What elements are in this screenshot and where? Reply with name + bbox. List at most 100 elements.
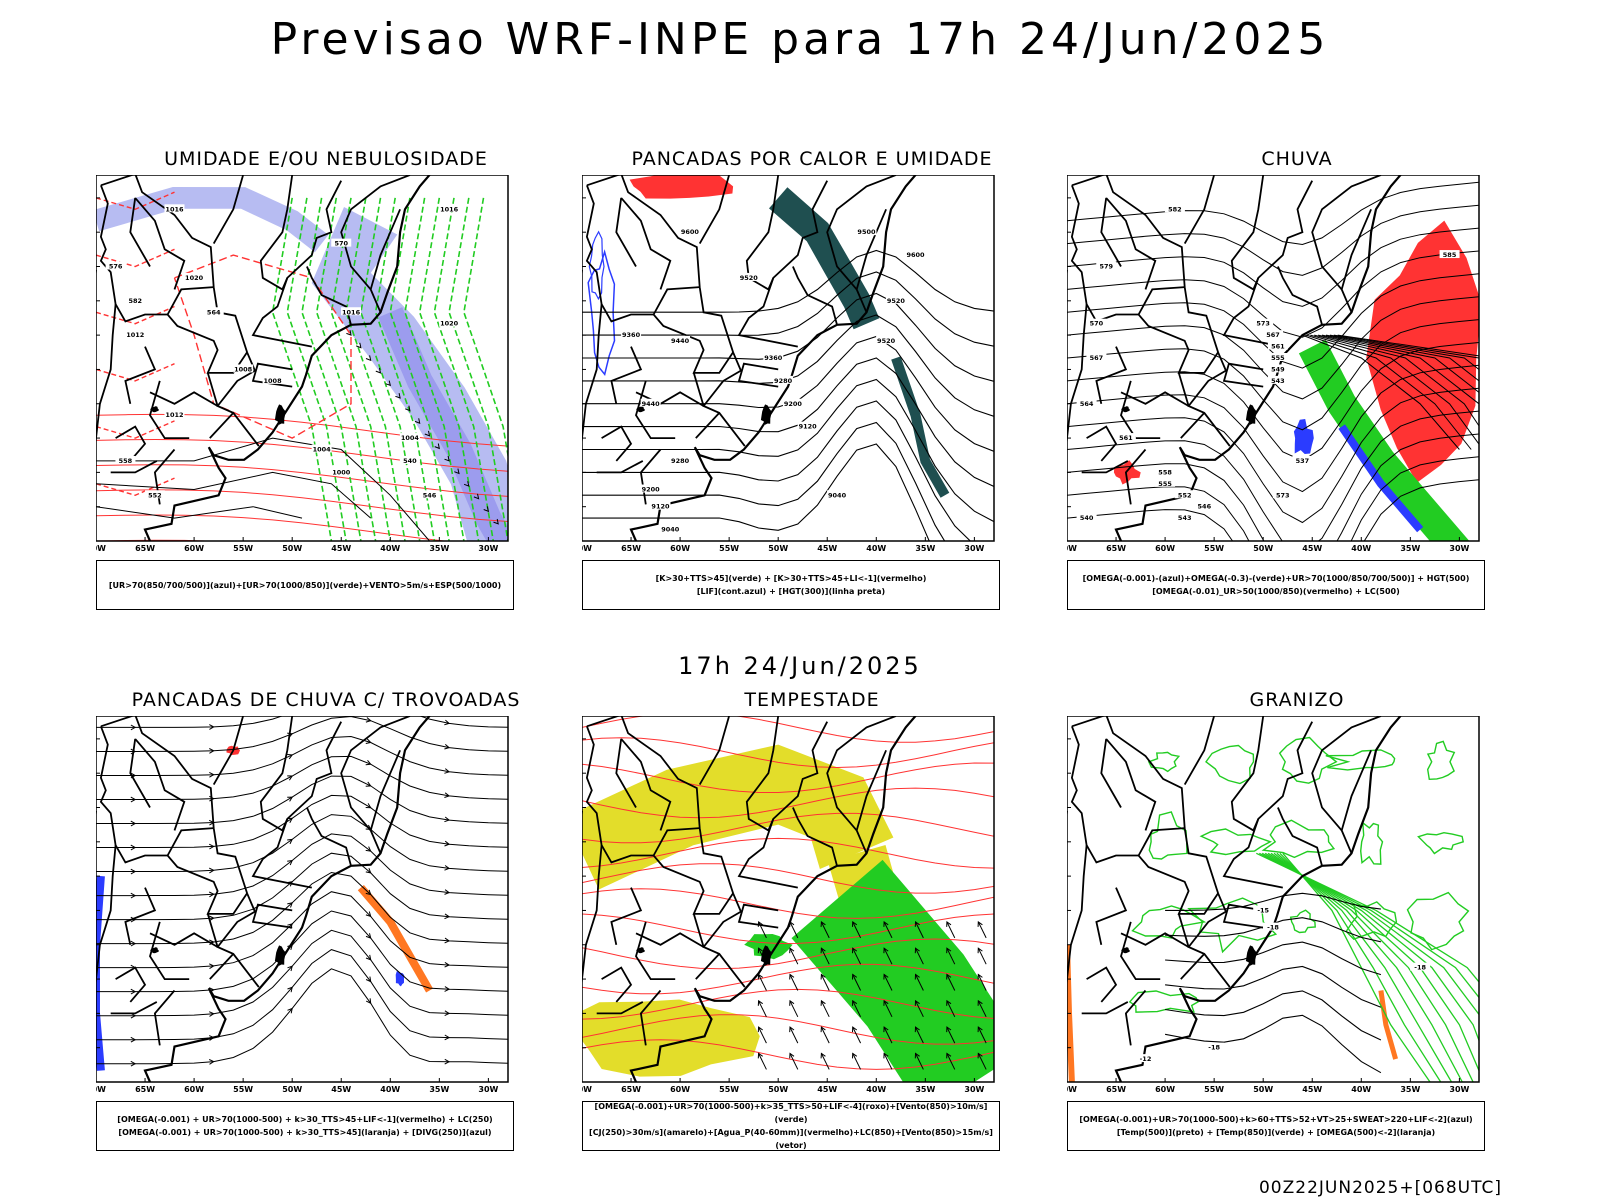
omega-region <box>1378 990 1398 1060</box>
contour-label: 9280 <box>774 377 793 385</box>
lon-label: 50W <box>768 1085 788 1094</box>
border-line <box>652 827 700 856</box>
border-line <box>586 175 746 447</box>
contour-label: 9120 <box>799 423 818 431</box>
contour-label: 549 <box>1271 365 1285 373</box>
contour-label-bg <box>439 318 460 327</box>
streamline <box>582 443 930 541</box>
contour-label-bg <box>1267 364 1288 373</box>
wind-region <box>791 859 994 1082</box>
caption-line: [OMEGA(-0.001)+UR>70(1000-500)+k>60+TTS>… <box>1079 1115 1473 1124</box>
panel-title-umidade: UMIDADE E/OU NEBULOSIDADE <box>164 148 488 170</box>
flow-arrow <box>852 947 858 954</box>
wind-vector <box>915 1000 924 1018</box>
humidity-region <box>96 187 329 253</box>
flow-arrow <box>883 1026 889 1033</box>
contour-label-bg <box>782 398 803 407</box>
lon-label: 70W <box>582 1085 592 1094</box>
wind-vector <box>758 1053 767 1070</box>
caption-tempestade: [OMEGA(-0.001)+UR>70(1000-500)+k>35_TTS>… <box>582 1101 1000 1151</box>
streamline <box>96 514 449 541</box>
border-line <box>1071 716 1231 988</box>
border-line <box>635 380 676 439</box>
lon-label: 60W <box>184 1085 204 1094</box>
instability-region <box>629 175 734 199</box>
streamline <box>582 335 994 452</box>
flow-arrow <box>1010 975 1014 980</box>
contour-label-bg <box>262 375 283 384</box>
wind-vector <box>883 947 893 965</box>
border-line <box>1222 362 1264 388</box>
border-line <box>100 716 260 988</box>
wind-vector <box>915 1053 924 1070</box>
green-contour <box>315 197 377 541</box>
caption-trovoadas: [OMEGA(-0.001) + UR>70(1000-500) + k>30_… <box>96 1101 514 1151</box>
border-line <box>340 175 411 290</box>
forecast-time-title: 17h 24/Jun/2025 <box>678 652 922 680</box>
contour-label-bg <box>331 238 352 247</box>
lon-label: 60W <box>670 544 690 553</box>
contour-label: 9360 <box>764 354 783 362</box>
lon-label: 60W <box>1155 544 1175 553</box>
contour-label: 585 <box>1443 251 1457 259</box>
streamline <box>582 421 946 541</box>
contour-label: 9440 <box>642 400 661 408</box>
wind-vector <box>883 1000 893 1018</box>
streamline <box>1321 334 1479 393</box>
wind-vector <box>852 1000 862 1018</box>
border-line <box>1183 716 1215 786</box>
green-contour <box>330 197 392 541</box>
contour-label: 9040 <box>828 491 847 499</box>
streamline <box>96 716 508 728</box>
contour-label-bg <box>1086 318 1107 327</box>
green-contour <box>463 197 508 460</box>
caption-granizo: [OMEGA(-0.001)+UR>70(1000-500)+k>60+TTS>… <box>1067 1101 1485 1151</box>
flow-arrow <box>1041 1027 1045 1032</box>
streamline <box>582 357 994 487</box>
lon-label: 65W <box>621 544 641 553</box>
lon-label: 40W <box>866 544 886 553</box>
map-calor: 9600 9520 9500 9600 9520 9440 9520 9360 9440 9360… <box>582 175 995 553</box>
wind-vector <box>977 1053 987 1070</box>
wind-vector <box>883 1053 893 1070</box>
border-line <box>1277 266 1323 326</box>
lon-label: 65W <box>621 1085 641 1094</box>
contour-label-bg <box>1076 513 1097 522</box>
map-layers: -15 -18 -18 -12 -18 <box>1067 716 1479 1082</box>
streamline <box>1306 334 1472 450</box>
contour-label: 1012 <box>126 331 144 339</box>
flow-arrow <box>473 493 480 500</box>
contour-label-bg <box>311 444 332 453</box>
streamline <box>1317 334 1479 405</box>
flow-arrow <box>424 430 431 437</box>
green-contour <box>360 197 421 541</box>
temp850-contour <box>1131 905 1207 939</box>
contour-label-bg <box>1267 353 1288 361</box>
contour-label: 570 <box>1090 320 1104 328</box>
contour-label: 1016 <box>165 205 184 213</box>
contour-label: 546 <box>423 491 437 499</box>
streamline <box>96 755 508 800</box>
flow-arrow <box>1010 1053 1014 1058</box>
border-line <box>96 845 117 988</box>
wind-vector <box>977 974 987 991</box>
lagoon <box>274 404 286 425</box>
border-line <box>1100 197 1122 267</box>
border-line <box>1070 184 1219 374</box>
flow-arrow <box>977 1026 983 1033</box>
streamline <box>96 891 508 969</box>
green-contour <box>345 197 406 541</box>
wind-vector <box>946 947 956 965</box>
flow-arrow <box>852 1052 858 1059</box>
contour-label-bg <box>164 410 185 419</box>
lon-label: 35W <box>915 1085 935 1094</box>
caption-line: [UR>70(850/700/500)](azul)+[UR>70(1000/8… <box>108 580 502 590</box>
map-frame <box>1067 716 1480 1083</box>
wind-vector <box>789 921 799 939</box>
wind-vector <box>946 974 956 991</box>
lon-label: 50W <box>1253 1085 1273 1094</box>
wind-vector <box>915 1026 924 1044</box>
contour-label: 9520 <box>740 274 759 282</box>
contour-label-bg <box>738 272 759 281</box>
caption-line: [CJ(250)>30m/s](amarelo)+[Agua_P(40-60mm… <box>589 1128 993 1150</box>
